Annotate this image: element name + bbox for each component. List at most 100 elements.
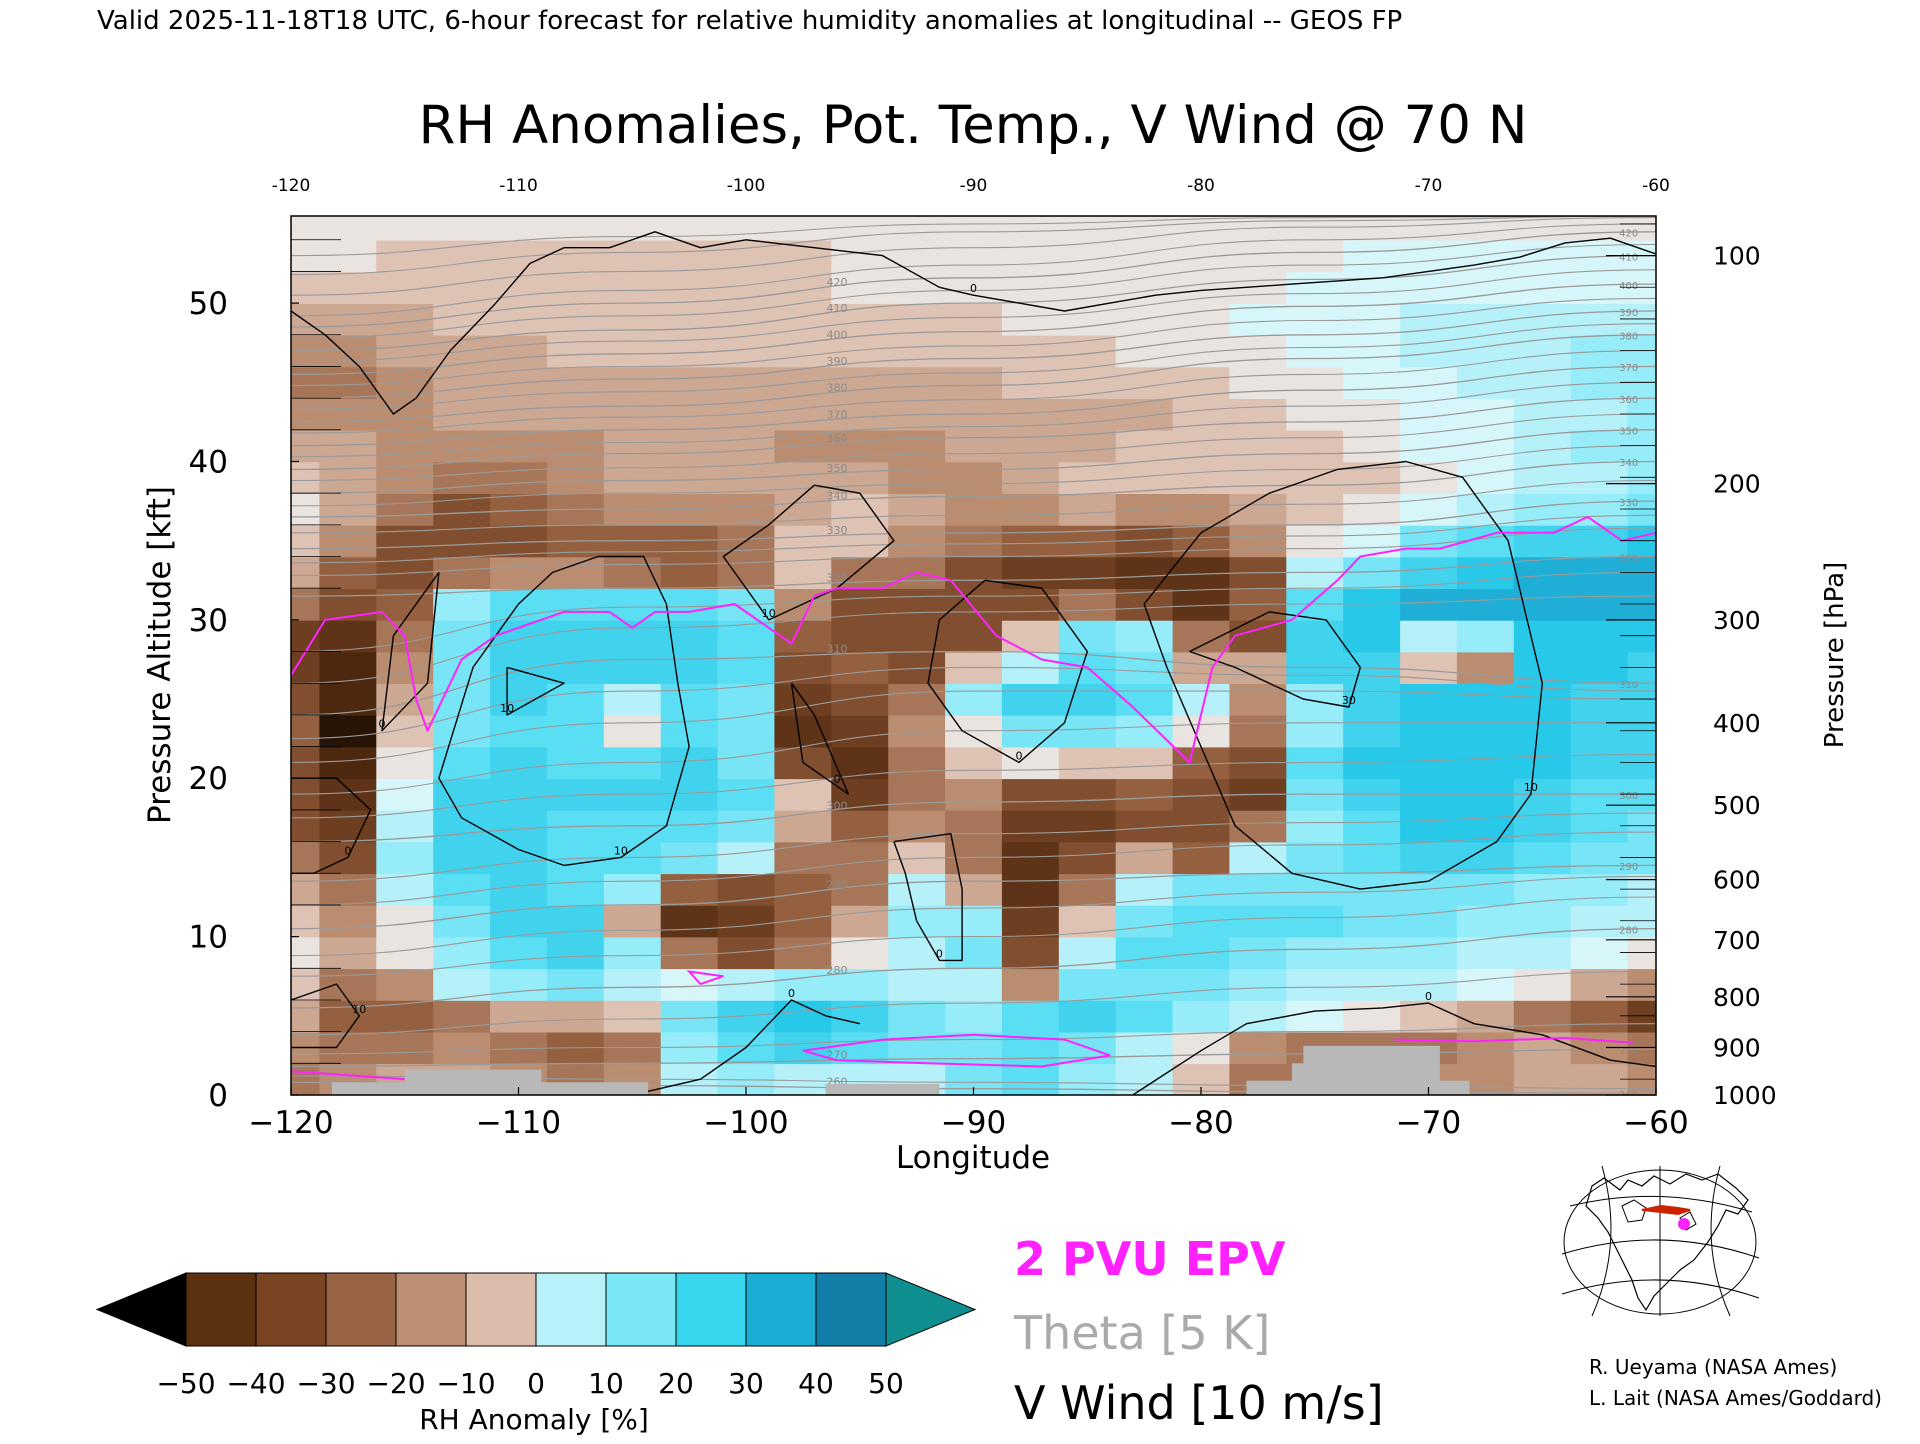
rh-cell (546, 1000, 605, 1033)
theta-contour (291, 666, 1656, 740)
rh-cell (1570, 216, 1629, 241)
rh-cell (831, 461, 889, 494)
rh-cell (1570, 904, 1629, 938)
rh-cell (603, 429, 662, 463)
rh-cell (660, 239, 719, 273)
rh-cell (1343, 809, 1401, 843)
theta-contour (291, 1023, 1656, 1055)
theta-contour-label: 370 (827, 408, 848, 421)
rh-cell (888, 493, 946, 526)
rh-cell (1400, 746, 1458, 780)
rh-cell (1286, 271, 1344, 304)
theta-contour (291, 269, 1656, 363)
theta-contour (291, 690, 1656, 763)
legend-epv: 2 PVU EPV (1014, 1232, 1286, 1286)
theta-contour (291, 429, 1656, 494)
rh-cell (1286, 714, 1344, 748)
rh-cell (1570, 968, 1629, 1001)
theta-contour-label: 300 (827, 800, 848, 813)
rh-cell (490, 334, 548, 368)
rh-cell (1001, 216, 1060, 241)
rh-cell (1229, 366, 1288, 399)
rh-cell (1456, 429, 1515, 463)
rh-cell (1343, 429, 1401, 463)
epv-2pvu-contour (686, 970, 724, 986)
theta-contour (291, 323, 1656, 410)
rh-cell (546, 651, 605, 684)
rh-cell (1229, 809, 1288, 843)
theta-contour (291, 650, 1656, 716)
rh-cell (319, 303, 378, 336)
rh-cell (490, 778, 548, 811)
y-tick-label: 50 (189, 286, 228, 322)
rh-cell (1456, 619, 1515, 653)
rh-cell (774, 873, 833, 906)
rh-cell (831, 714, 889, 748)
theta-contour (291, 310, 1656, 399)
rh-cell (1456, 556, 1515, 589)
theta-contour-label: 390 (827, 355, 848, 368)
rh-cell (1286, 683, 1344, 716)
theta-contour-label: 410 (827, 302, 848, 315)
colorbar-tick-label: 40 (798, 1367, 834, 1400)
rh-cell (546, 271, 605, 304)
rh-cell (433, 968, 491, 1001)
rh-cell (603, 461, 662, 494)
rh-cell (433, 524, 491, 558)
rh-cell (945, 524, 1003, 558)
rh-cell (1343, 239, 1401, 273)
rh-cell (433, 556, 491, 589)
rh-cell (1001, 1063, 1060, 1095)
rh-cell (1286, 398, 1344, 431)
colorbar-tick-label: 20 (658, 1367, 694, 1400)
rh-cell (1115, 968, 1174, 1001)
rh-cell (660, 303, 719, 336)
rh-cell (888, 1000, 946, 1033)
rh-cell (1513, 714, 1572, 748)
y-tick-label: 30 (189, 603, 228, 639)
rh-cell (1513, 841, 1572, 875)
rh-cell (490, 461, 548, 494)
rh-cell (1001, 778, 1060, 811)
rh-cell (831, 239, 889, 273)
x-tick-label: −120 (248, 1105, 333, 1141)
x-tick-label: −70 (1396, 1105, 1461, 1141)
rh-cell (774, 778, 833, 811)
rh-cell (1115, 1031, 1174, 1065)
rh-cell (1513, 1063, 1572, 1095)
rh-cell (831, 683, 889, 716)
rh-cell (1456, 936, 1515, 970)
rh-cell (603, 1000, 662, 1033)
rh-cell (888, 936, 946, 970)
theta-contour (291, 479, 1656, 534)
theta-contour (291, 254, 1656, 352)
theta-contour-label: 320 (827, 571, 848, 584)
rh-cell (1229, 398, 1288, 431)
rh-cell (717, 239, 776, 273)
rh-cell (1627, 493, 1656, 526)
theta-contour-label: 270 (1619, 1046, 1638, 1057)
rh-cell (433, 216, 491, 241)
rh-cell (717, 271, 776, 304)
top-tick-label: -110 (499, 176, 538, 196)
theta-contour-label: 400 (827, 329, 848, 342)
rh-cell (291, 936, 321, 970)
v-wind-contour (722, 484, 895, 621)
rh-cell (1001, 904, 1060, 938)
rh-cell (1001, 714, 1060, 748)
rh-cell (1343, 216, 1401, 241)
v-wind-contour-label: 0 (970, 282, 977, 295)
rh-cell (1343, 936, 1401, 970)
rh-cell (1570, 588, 1629, 621)
rh-cell (1001, 524, 1060, 558)
rh-cell (1400, 239, 1458, 273)
rh-cell (376, 216, 434, 241)
y-axis-right: 1000 900 800 700 600 500 400 300 200 100 (1606, 223, 1777, 1110)
rh-cell (831, 651, 889, 684)
rh-cell (1343, 524, 1401, 558)
rh-cell (319, 493, 378, 526)
rh-cell (1229, 461, 1288, 494)
rh-cell (319, 524, 378, 558)
valid-time-header: Valid 2025-11-18T18 UTC, 6-hour forecast… (97, 6, 1402, 36)
